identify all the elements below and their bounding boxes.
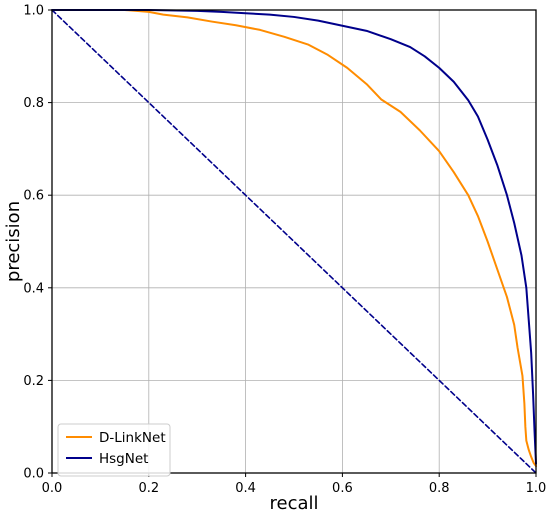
x-tick-label: 1.0 [526, 481, 547, 496]
y-axis-label: precision [3, 201, 24, 282]
x-tick-label: 0.0 [42, 481, 63, 496]
legend-label: HsgNet [99, 451, 148, 467]
legend: D-LinkNet HsgNet [57, 423, 171, 477]
series-line-d-linknet [51, 9, 537, 468]
series-line-hsgnet [51, 9, 537, 465]
y-tick-label: 1.0 [23, 4, 44, 19]
x-axis-label: recall [269, 493, 318, 514]
legend-label: D-LinkNet [99, 430, 166, 446]
y-tick-label: 0.4 [23, 281, 44, 296]
diagonal-reference-line [51, 9, 537, 474]
x-tick-label: 0.4 [235, 481, 256, 496]
x-tick-label: 0.2 [138, 481, 159, 496]
axis-ticks: 0.0 0.2 0.4 0.6 0.8 1.0 0.0 0.2 0.4 0.6 0.8 1.0 [23, 4, 546, 497]
x-tick-label: 0.8 [429, 481, 450, 496]
curves [51, 9, 537, 474]
plot-frame [51, 9, 537, 474]
y-tick-label: 0.6 [23, 189, 44, 204]
y-tick-label: 0.0 [23, 467, 44, 482]
x-tick-label: 0.6 [332, 481, 353, 496]
y-tick-label: 0.2 [23, 374, 44, 389]
y-tick-label: 0.8 [23, 96, 44, 111]
